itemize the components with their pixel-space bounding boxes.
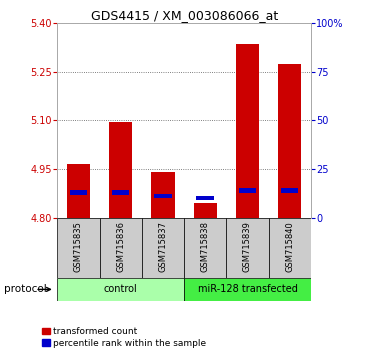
Text: GSM715839: GSM715839 bbox=[243, 221, 252, 272]
Bar bbox=[57, 278, 184, 301]
Bar bbox=[154, 194, 172, 198]
Text: protocol: protocol bbox=[4, 284, 47, 295]
Text: GSM715836: GSM715836 bbox=[116, 221, 125, 272]
Bar bbox=[70, 190, 87, 194]
Text: GSM715838: GSM715838 bbox=[201, 221, 210, 272]
Bar bbox=[194, 203, 217, 218]
Text: miR-128 transfected: miR-128 transfected bbox=[198, 284, 297, 295]
Text: GSM715835: GSM715835 bbox=[74, 221, 83, 272]
Text: GSM715840: GSM715840 bbox=[285, 221, 294, 272]
Text: GDS4415 / XM_003086066_at: GDS4415 / XM_003086066_at bbox=[91, 9, 279, 22]
Bar bbox=[196, 196, 214, 200]
Text: control: control bbox=[104, 284, 138, 295]
Bar bbox=[67, 164, 90, 218]
Text: GSM715837: GSM715837 bbox=[158, 221, 168, 272]
Bar bbox=[112, 190, 130, 194]
Legend: transformed count, percentile rank within the sample: transformed count, percentile rank withi… bbox=[41, 327, 206, 348]
Bar bbox=[142, 218, 184, 278]
Bar bbox=[278, 64, 301, 218]
Bar bbox=[226, 218, 269, 278]
Bar bbox=[236, 44, 259, 218]
Bar bbox=[100, 218, 142, 278]
Bar bbox=[239, 188, 256, 193]
Bar bbox=[151, 172, 175, 218]
Bar bbox=[281, 188, 298, 193]
Bar bbox=[57, 218, 100, 278]
Bar bbox=[109, 122, 132, 218]
Bar bbox=[184, 278, 311, 301]
Bar bbox=[184, 218, 226, 278]
Bar bbox=[269, 218, 311, 278]
